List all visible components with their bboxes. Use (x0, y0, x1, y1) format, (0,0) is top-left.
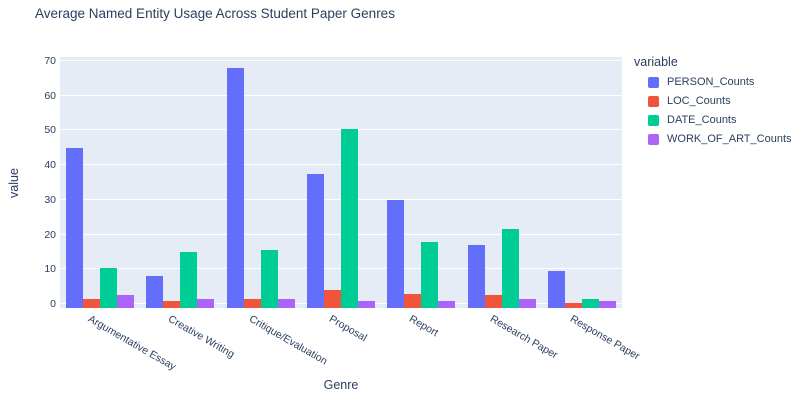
y-tick-label: 20 (44, 228, 56, 241)
legend-item-label: LOC_Counts (667, 95, 731, 107)
bar-loc-counts (484, 295, 502, 308)
legend-item-label: DATE_Counts (667, 114, 737, 126)
chart-title: Average Named Entity Usage Across Studen… (35, 6, 395, 21)
x-tick-label: Response Paper (567, 313, 642, 363)
x-tick-label: Proposal (327, 313, 369, 345)
bar-person-counts (307, 173, 324, 308)
bar-work-of-art-counts (358, 300, 375, 308)
legend-title: variable (634, 55, 678, 69)
y-tick-label: 0 (50, 298, 56, 310)
bar-date-counts (581, 298, 599, 308)
y-tick-label: 10 (44, 263, 56, 276)
bar-loc-counts (243, 298, 261, 308)
legend-item-label: PERSON_Counts (667, 76, 755, 88)
legend: variable PERSON_Counts LOC_Counts DATE_Cou… (634, 55, 792, 152)
legend-item-date-counts[interactable]: DATE_Counts (634, 114, 792, 126)
x-tick-label: Critique/Evaluation (246, 313, 330, 368)
bar-person-counts (467, 245, 485, 308)
y-tick-label: 50 (44, 124, 56, 137)
legend-swatch-icon (648, 95, 659, 107)
bar-loc-counts (324, 290, 341, 308)
bar-work-of-art-counts (117, 295, 135, 308)
y-axis-ticks: 0 10 20 30 40 50 60 70 (0, 55, 56, 310)
legend-items: PERSON_Counts LOC_Counts DATE_Counts WORK_O… (634, 76, 792, 145)
x-tick-label: Creative Writing (166, 313, 237, 361)
legend-item-label: WORK_OF_ART_Counts (667, 133, 792, 145)
bar-person-counts (226, 67, 244, 308)
legend-swatch-icon (648, 114, 659, 126)
y-tick-label: 60 (44, 89, 56, 102)
bar-loc-counts (404, 293, 422, 308)
x-tick-label: Research Paper (487, 313, 560, 362)
bar-person-counts (66, 147, 84, 308)
bar-date-counts (421, 241, 439, 308)
bar-date-counts (260, 250, 278, 308)
plot-area (60, 57, 622, 308)
legend-swatch-icon (648, 76, 659, 88)
x-tick-label: Report (407, 313, 441, 340)
bar-date-counts (100, 267, 118, 308)
bar-work-of-art-counts (438, 300, 456, 308)
y-tick-label: 30 (44, 193, 56, 206)
bar-person-counts (387, 199, 405, 308)
bar-loc-counts (564, 303, 582, 308)
legend-item-work-of-art-counts[interactable]: WORK_OF_ART_Counts (634, 133, 792, 145)
bar-person-counts (547, 271, 565, 308)
x-tick-label: Argumentative Essay (86, 313, 179, 374)
bar-work-of-art-counts (197, 298, 215, 308)
legend-item-person-counts[interactable]: PERSON_Counts (634, 76, 792, 88)
bar-loc-counts (163, 300, 181, 308)
gridline (60, 60, 622, 61)
gridline (60, 94, 622, 96)
bar-work-of-art-counts (598, 300, 616, 308)
x-axis-title: Genre (323, 378, 359, 392)
bar-date-counts (341, 128, 358, 308)
y-tick-label: 70 (44, 55, 56, 67)
bar-work-of-art-counts (277, 298, 295, 308)
bar-date-counts (180, 251, 198, 308)
bar-loc-counts (83, 298, 101, 308)
bar-work-of-art-counts (518, 298, 536, 308)
y-tick-label: 40 (44, 159, 56, 172)
bar-date-counts (501, 229, 519, 308)
bar-person-counts (146, 276, 164, 308)
legend-item-loc-counts[interactable]: LOC_Counts (634, 95, 792, 107)
legend-swatch-icon (648, 133, 659, 145)
